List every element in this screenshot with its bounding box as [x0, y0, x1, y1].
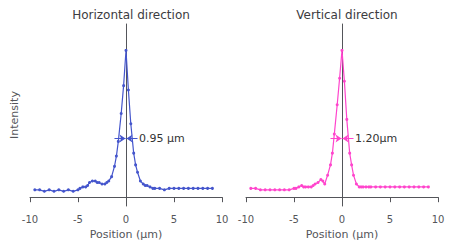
svg-text:Position (μm): Position (μm) [90, 228, 163, 241]
svg-text:Vertical direction: Vertical direction [296, 8, 397, 22]
svg-text:10: 10 [216, 214, 229, 225]
svg-text:0: 0 [123, 214, 129, 225]
svg-text:1.20μm: 1.20μm [355, 132, 397, 145]
svg-text:10: 10 [432, 214, 445, 225]
svg-text:0: 0 [339, 214, 345, 225]
svg-text:Position (μm): Position (μm) [306, 228, 379, 241]
svg-text:5: 5 [171, 214, 177, 225]
svg-text:5: 5 [387, 214, 393, 225]
svg-text:Intensity: Intensity [8, 91, 21, 139]
svg-text:-10: -10 [238, 214, 254, 225]
svg-text:0.95 μm: 0.95 μm [139, 132, 185, 145]
svg-text:Horizontal direction: Horizontal direction [72, 8, 190, 22]
svg-text:-10: -10 [22, 214, 38, 225]
svg-text:-5: -5 [73, 214, 83, 225]
svg-text:-5: -5 [289, 214, 299, 225]
